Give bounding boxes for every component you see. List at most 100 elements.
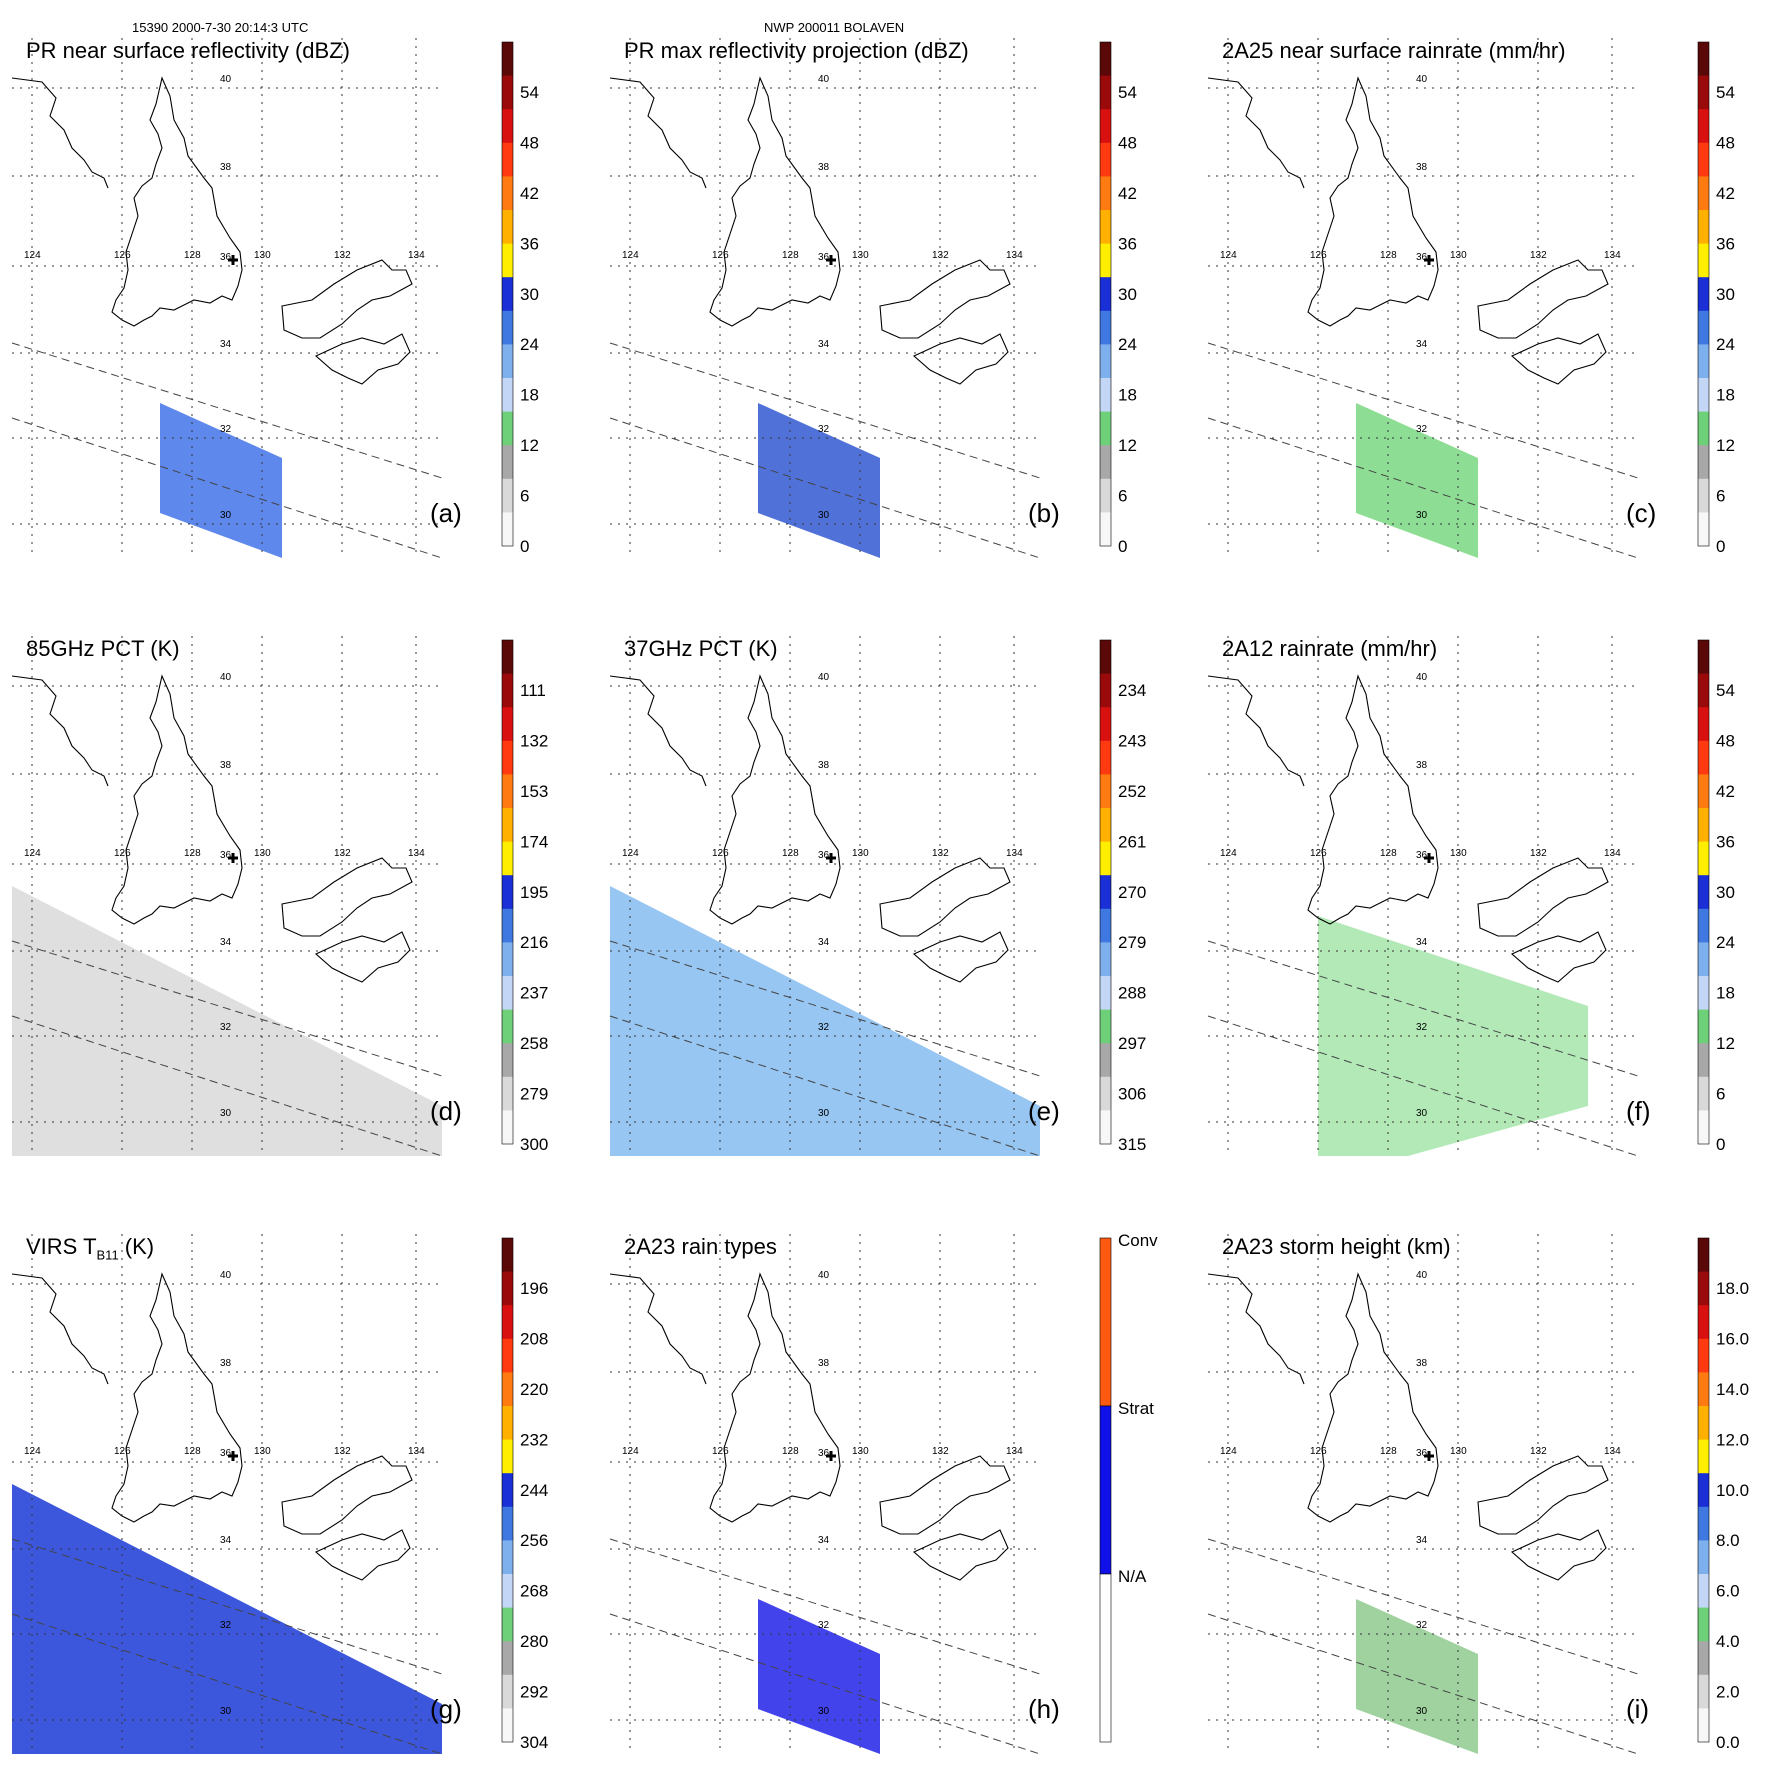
colorbar-tick-label: 256 [520,1531,548,1550]
latitude-label: 38 [1416,760,1428,771]
colorbar-segment [1100,1110,1111,1145]
panel-a: 40 38 36 34 32 30 124 126 128 130 132 134 PR near su… [0,38,570,568]
longitude-label: 132 [932,250,949,261]
china-coastline [11,1273,109,1385]
swath-edge [11,417,443,559]
colorbar-tick-label: 42 [520,184,539,203]
colorbar-tick-label: 8.0 [1716,1531,1740,1550]
panel-g: 40 38 36 34 32 30 124 126 128 130 132 134 VIRS TB11 … [0,1234,570,1764]
station-marker-icon [228,1451,238,1461]
colorbar-tick-label: 279 [520,1085,548,1104]
longitude-label: 128 [1380,1446,1397,1457]
colorbar-f: 54 48 42 36 30 24 18 12 6 0 [1697,639,1735,1154]
panel-title: 2A12 rainrate (mm/hr) [1222,636,1437,662]
latitude-label: 32 [220,424,232,435]
colorbar-tick-label: 18 [520,386,539,405]
longitude-label: 126 [712,848,729,859]
longitude-label: 134 [1604,250,1621,261]
colorbar-segment [1100,942,1111,977]
station-marker-icon [1424,255,1434,265]
colorbar-segment [1698,908,1709,943]
map-d: 40 38 36 34 32 30 124 126 128 130 132 134 [11,636,443,1157]
colorbar-segment [1698,640,1709,675]
colorbar-segment [1698,1439,1709,1474]
map-a: 40 38 36 34 32 30 124 126 128 130 132 134 [11,38,443,559]
longitude-label: 126 [1310,1446,1327,1457]
colorbar-segment [502,142,513,177]
colorbar-segment [1698,378,1709,413]
china-coastline [1207,675,1305,787]
colorbar-segment [1100,1009,1111,1044]
colorbar-segment [1100,1043,1111,1078]
panel-title: 2A23 storm height (km) [1222,1234,1451,1260]
colorbar-segment [1698,1540,1709,1575]
latitude-label: 34 [1416,339,1428,350]
colorbar-segment [1698,875,1709,910]
longitude-label: 128 [782,848,799,859]
colorbar-segment [502,1406,513,1441]
colorbar-tick-label: 2.0 [1716,1683,1740,1702]
colorbar-segment [1100,841,1111,876]
colorbar-tick-label: 48 [520,133,539,152]
station-marker-icon [826,853,836,863]
colorbar-tick-label: 6 [520,487,529,506]
colorbar-tick-label: 18 [1716,386,1735,405]
colorbar-tick-label: 36 [1716,234,1735,253]
colorbar-tick-label: 244 [520,1481,548,1500]
latitude-label: 40 [220,672,232,683]
latitude-label: 30 [1416,1108,1428,1119]
station-marker-icon [826,255,836,265]
swath-edge [11,342,443,479]
colorbar-segment [1698,411,1709,446]
colorbar-tick-label: 232 [520,1430,548,1449]
colorbar-i: 18.0 16.0 14.0 12.0 10.0 8.0 6.0 4.0 2.0 0.0 [1697,1237,1749,1752]
latitude-label: 36 [220,252,232,263]
china-coastline [11,77,109,189]
colorbar-segment [1698,1473,1709,1508]
longitude-label: 132 [1530,250,1547,261]
longitude-label: 132 [932,1446,949,1457]
colorbar-tick-label: 270 [1118,883,1146,902]
colorbar-tick-label: 12 [1716,436,1735,455]
panel-title-subscript: B11 [96,1247,119,1263]
colorbar-tick-label: 208 [520,1329,548,1348]
longitude-label: 126 [712,250,729,261]
korea-coastline [111,674,243,925]
swath-h [758,1599,880,1754]
colorbar-segment [1100,310,1111,345]
colorbar-segment [1698,942,1709,977]
shikoku-coastline [912,333,1009,385]
latitude-label: 40 [1416,672,1428,683]
longitude-label: 128 [184,1446,201,1457]
latitude-label: 38 [1416,162,1428,173]
colorbar-tick-label: 42 [1716,782,1735,801]
colorbar-tick-label: 6 [1716,1085,1725,1104]
colorbar-segment [1698,808,1709,843]
colorbar-tick-label: 0 [520,537,529,556]
japan-coastline [1477,1455,1609,1535]
colorbar-tick-label: 12 [1118,436,1137,455]
swath-b [758,403,880,558]
longitude-label: 124 [24,1446,41,1457]
colorbar-segment [1698,1009,1709,1044]
colorbar-segment [1100,740,1111,775]
colorbar-border [1099,639,1112,1145]
colorbar-segment [1698,1238,1709,1273]
colorbar-tick-label: 30 [520,285,539,304]
swath-edge [11,1613,443,1755]
colorbar-tick-label: 4.0 [1716,1632,1740,1651]
colorbar-tick-label: 30 [1118,285,1137,304]
longitude-label: 124 [1220,848,1237,859]
colorbar-segment [1698,310,1709,345]
colorbar-tick-label: 196 [520,1279,548,1298]
colorbar-tick-label: 304 [520,1733,548,1752]
latitude-label: 40 [220,74,232,85]
colorbar-border [1099,41,1112,547]
panel-letter: (d) [430,1096,462,1126]
colorbar-g: 196 208 220 232 244 256 268 280 292 304 [501,1237,548,1752]
longitude-label: 134 [1006,250,1023,261]
swath-e [610,886,1040,1156]
colorbar-a: 54 48 42 36 30 24 18 12 6 0 [501,41,539,556]
longitude-label: 132 [334,250,351,261]
japan-coastline [1477,259,1609,339]
